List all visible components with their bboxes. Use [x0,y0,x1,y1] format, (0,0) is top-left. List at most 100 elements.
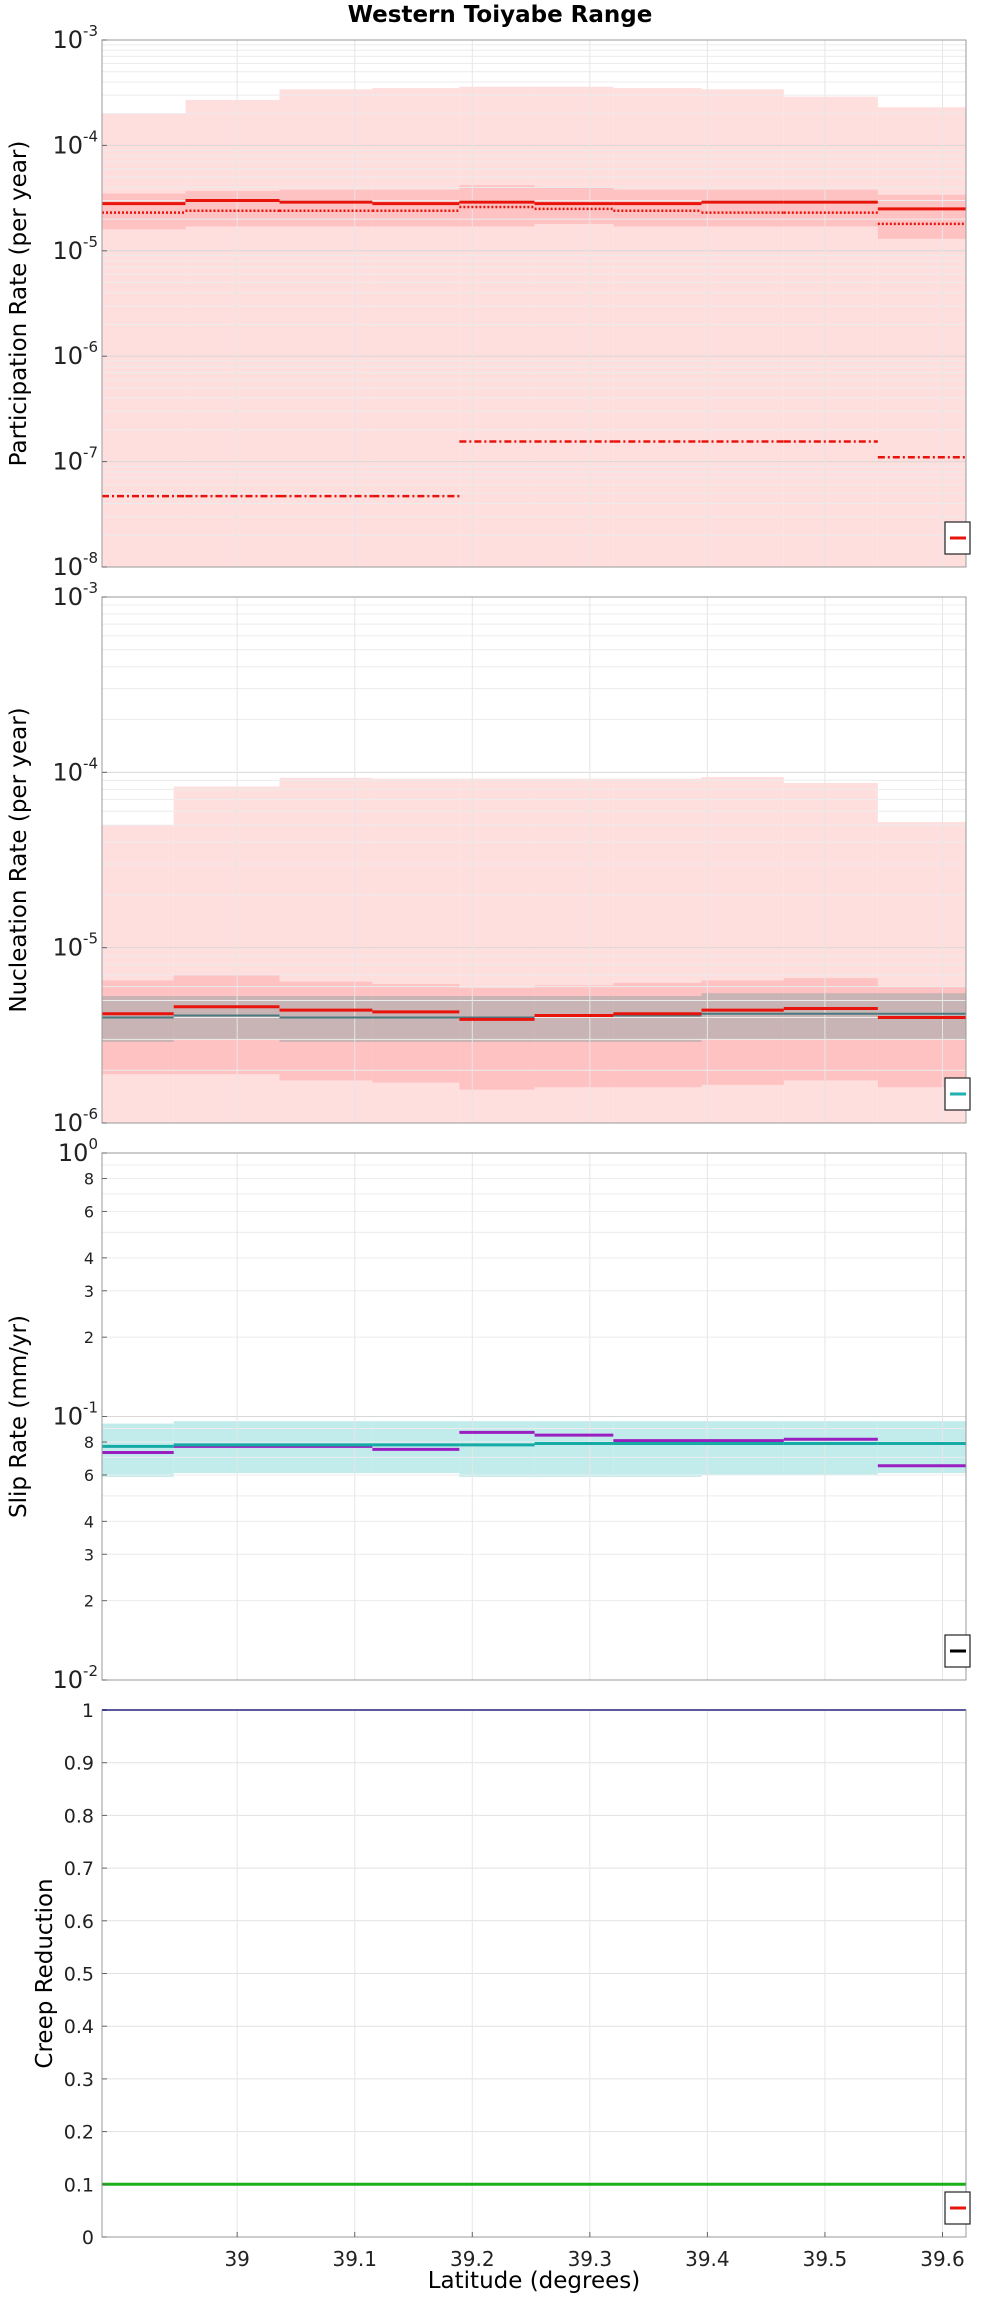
y-tick-exponent: 0 [88,1135,98,1153]
confidence-band-segment [459,86,535,567]
confidence-band-segment [534,1421,614,1477]
y-tick-base: 10 [52,1666,83,1694]
y-tick-exponent: -6 [83,1105,98,1123]
confidence-band-segment [783,96,878,567]
y-tick-label: 0.4 [64,2016,94,2038]
y-tick-exponent: -4 [83,754,98,772]
grid [102,40,966,568]
y-tick-exponent: -6 [83,338,98,356]
x-axis-label: Latitude (degrees) [428,2268,641,2294]
grid [102,597,966,1124]
y-tick-label: 0.5 [64,1964,94,1986]
y-tick-label: 4 [84,1512,94,1531]
y-tick-base: 10 [52,583,83,611]
y-tick-label: 2 [84,1592,94,1611]
confidence-band-segment [534,996,614,1042]
series-1 [102,1441,966,1448]
y-axis-label: Slip Rate (mm/yr) [6,1315,32,1518]
y-tick-exponent: -1 [83,1399,98,1417]
confidence-band-segment [102,1423,174,1477]
y-tick-label: 3 [84,1282,94,1301]
legend [944,1077,971,1111]
x-tick-label: 39.2 [450,2247,495,2271]
y-tick-label: 8 [84,1433,94,1452]
y-tick-label: 6 [84,1466,94,1485]
series-1 [102,1005,966,1021]
confidence-band-segment [613,1421,702,1477]
y-tick-label: 10-5 [52,930,98,962]
y-tick-label: 10-2 [52,1662,98,1694]
y-tick-exponent: -8 [83,549,98,567]
confidence-band-segment [783,189,878,227]
x-tick-label: 39.1 [332,2247,377,2271]
confidence-band-segment [701,89,784,567]
y-tick-base: 10 [52,758,83,786]
x-tick-label: 39.6 [920,2247,965,2271]
chart-title: Western Toiyabe Range [348,2,653,28]
y-tick-exponent: -2 [83,1662,98,1680]
y-tick-base: 10 [58,1139,89,1167]
confidence-band-segment [372,1421,460,1474]
y-tick-label: 4 [84,1249,94,1268]
y-tick-base: 10 [52,342,83,370]
y-tick-exponent: -3 [83,22,98,40]
confidence-band-segment [102,193,186,230]
confidence-band-segment [613,189,702,227]
y-tick-label: 10-4 [52,127,98,159]
x-tick-label: 39.3 [568,2247,613,2271]
confidence-band-segment [372,996,460,1042]
confidence-band-segment [102,825,174,1123]
y-tick-base: 10 [52,26,83,54]
y-tick-label: 0.9 [64,1753,94,1775]
y-tick-exponent: -4 [83,127,98,145]
confidence-band-segment [372,88,460,567]
confidence-band-segment [534,187,614,224]
y-tick-label: 8 [84,1170,94,1189]
y-tick-exponent: -5 [83,930,98,948]
confidence-band-segment [701,1421,784,1475]
plot-frame [101,39,967,568]
y-tick-base: 10 [52,131,83,159]
y-tick-label: 0.7 [64,1858,94,1880]
y-tick-exponent: -3 [83,579,98,597]
y-tick-label: 10-3 [52,22,98,54]
confidence-band-segment [701,189,784,227]
confidence-band-segment [185,99,280,567]
legend [944,521,971,555]
band-1 [102,185,966,239]
plot-frame [101,596,967,1124]
confidence-band-segment [613,996,702,1042]
y-tick-label: 0.8 [64,1805,94,1827]
confidence-band-segment [877,107,966,567]
y-tick-base: 10 [52,448,83,476]
y-tick-label: 0.1 [64,2174,94,2196]
legend [944,1634,971,1668]
y-tick-label: 10-5 [52,233,98,265]
panel-creep: 0 0.1 0.2 0.3 0.4 0.5 0.6 0.7 0.8 0.9 1 Creep Reduc… [32,1700,971,2249]
y-tick-label: 0.6 [64,1911,94,1933]
y-tick-base: 10 [52,934,83,962]
y-tick-label: 10-8 [52,549,98,581]
y-tick-label: 10-6 [52,338,98,370]
y-tick-exponent: -7 [83,444,98,462]
y-tick-label: 0.3 [64,2069,94,2091]
y-tick-label: 10-4 [52,754,98,786]
y-tick-base: 10 [52,1403,83,1431]
y-tick-label: 10-1 [52,1399,98,1431]
confidence-band-segment [102,113,186,567]
series-2 [102,440,966,498]
y-tick-label: 10-6 [52,1105,98,1137]
confidence-band-segment [459,185,535,227]
y-tick-label: 10-3 [52,579,98,611]
legend [944,2191,971,2225]
y-axis-label: Participation Rate (per year) [6,141,32,467]
x-tick-label: 39.4 [685,2247,730,2271]
y-tick-label: 3 [84,1545,94,1564]
confidence-band-segment [783,1421,878,1475]
y-tick-base: 10 [52,237,83,265]
